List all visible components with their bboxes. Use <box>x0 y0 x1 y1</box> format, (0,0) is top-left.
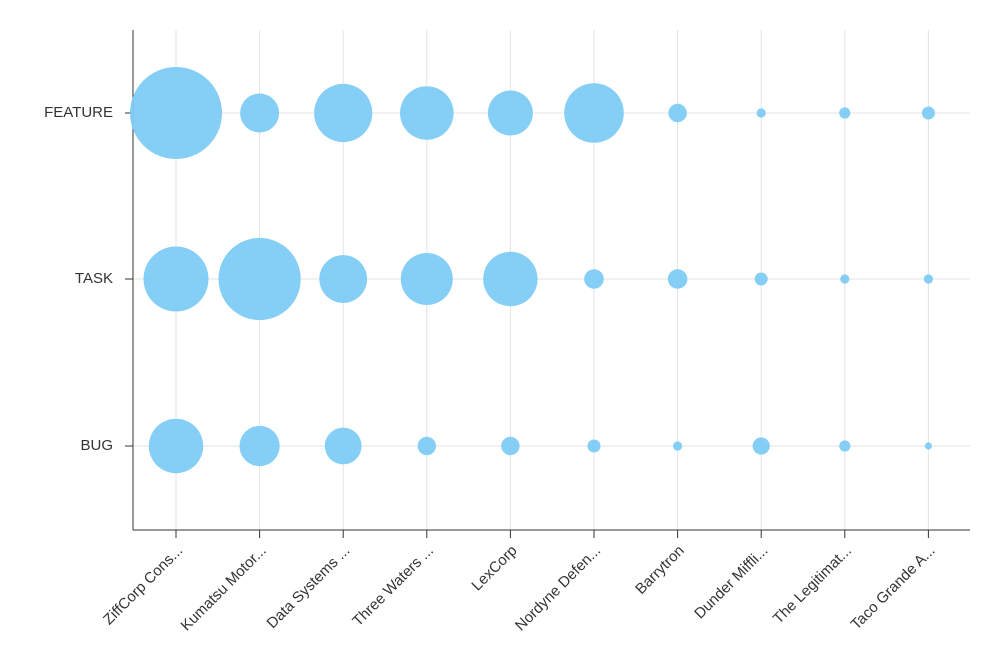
bubble[interactable] <box>752 437 770 455</box>
bubble[interactable] <box>314 83 373 143</box>
x-tick-label: Barrytron <box>632 542 688 598</box>
bubble[interactable] <box>668 103 687 123</box>
bubble[interactable] <box>754 272 768 286</box>
bubble[interactable] <box>130 67 222 159</box>
bubble[interactable] <box>587 439 601 453</box>
x-tick-label: Taco Grande A... <box>848 542 939 633</box>
x-tick-label: Kumatsu Motor... <box>178 542 270 634</box>
y-tick-label: TASK <box>75 270 113 287</box>
bubbles <box>130 67 935 474</box>
y-tick-label: BUG <box>80 437 113 454</box>
bubble[interactable] <box>673 441 683 451</box>
x-tick-label: Three Waters ... <box>349 542 437 630</box>
bubble[interactable] <box>921 106 935 120</box>
bubble[interactable] <box>839 107 851 119</box>
x-tick-label: The Legitimat... <box>770 542 855 627</box>
bubble[interactable] <box>417 436 436 456</box>
x-tick-labels: ZiffCorp Cons...Kumatsu Motor...Data Sys… <box>100 542 939 634</box>
bubble[interactable] <box>564 83 624 143</box>
bubble[interactable] <box>324 427 362 465</box>
bubble[interactable] <box>240 93 280 133</box>
y-tick-labels: FEATURE TASK BUG <box>44 104 113 454</box>
bubble[interactable] <box>400 253 453 305</box>
bubble[interactable] <box>148 418 204 474</box>
x-tick-label: Dunder Miffli... <box>691 542 771 622</box>
bubble[interactable] <box>756 108 766 118</box>
y-tick-label: FEATURE <box>44 104 113 121</box>
bubble[interactable] <box>840 274 850 284</box>
bubble[interactable] <box>143 246 209 312</box>
bubble[interactable] <box>839 440 851 452</box>
bubble[interactable] <box>923 274 934 284</box>
bubble[interactable] <box>487 90 533 136</box>
bubble[interactable] <box>924 442 933 450</box>
x-tick-label: LexCorp <box>468 542 520 594</box>
bubble[interactable] <box>584 269 604 289</box>
x-tick-label: Nordyne Defen... <box>512 542 604 634</box>
x-tick-label: Data Systems ... <box>264 542 354 632</box>
bubble[interactable] <box>218 237 301 321</box>
bubble[interactable] <box>400 86 454 140</box>
bubble[interactable] <box>319 255 368 303</box>
bubble[interactable] <box>667 269 688 289</box>
bubble[interactable] <box>501 436 520 456</box>
x-tick-label: ZiffCorp Cons... <box>100 542 186 628</box>
bubble[interactable] <box>239 425 280 467</box>
bubble[interactable] <box>483 251 538 307</box>
